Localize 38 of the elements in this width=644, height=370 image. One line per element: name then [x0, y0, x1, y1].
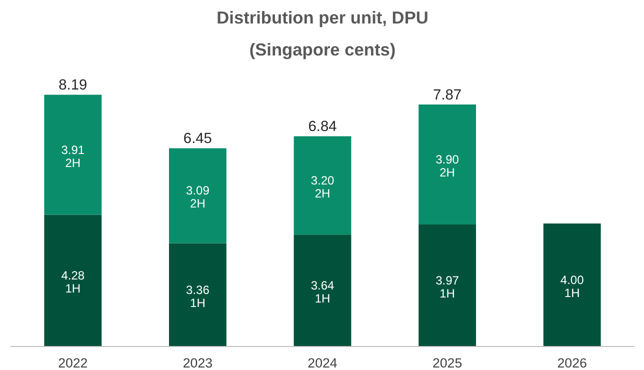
- bar: [44, 214, 102, 346]
- text: 1H: [190, 296, 206, 310]
- data-label: 3.90: [436, 152, 460, 166]
- total-label: 8.19: [58, 78, 88, 94]
- x-tick-label: 2023: [182, 356, 213, 370]
- bar: [543, 224, 601, 346]
- chart-title: Distribution per unit, DPU: [216, 8, 428, 28]
- chart-subtitle: (Singapore cents): [249, 40, 396, 60]
- bar: [418, 104, 476, 224]
- text: 1H: [440, 286, 455, 300]
- data-label: 4.00: [560, 273, 584, 288]
- x-tick-label: 2025: [432, 356, 462, 370]
- series-label: 1H: [314, 292, 330, 306]
- data-label: 3.97: [436, 273, 460, 288]
- text: 2H: [65, 156, 81, 170]
- bar: [168, 148, 226, 244]
- bar: [168, 243, 226, 346]
- total-label: 6.84: [308, 119, 337, 136]
- x-tick-label: 2026: [557, 356, 587, 370]
- bar: [44, 94, 102, 215]
- text: 2H: [440, 166, 455, 180]
- text: 1H: [65, 282, 81, 296]
- data-label: 3.36: [186, 282, 210, 297]
- total-label: 7.87: [433, 88, 462, 104]
- data-label: 3.64: [310, 278, 335, 293]
- bar: [294, 234, 352, 346]
- data-label: 3.91: [61, 142, 85, 157]
- x-tick-label: 2022: [58, 356, 88, 370]
- x-tick-label: 2024: [308, 356, 338, 370]
- bar: [418, 224, 476, 346]
- total-label: 6.45: [183, 131, 212, 148]
- text: 2H: [190, 196, 206, 211]
- bar: [294, 136, 352, 235]
- text: 1H: [564, 286, 580, 300]
- data-label: 3.09: [186, 184, 210, 198]
- data-label: 4.28: [61, 268, 85, 283]
- series-label: 2H: [314, 186, 330, 200]
- data-label: 3.20: [310, 173, 335, 188]
